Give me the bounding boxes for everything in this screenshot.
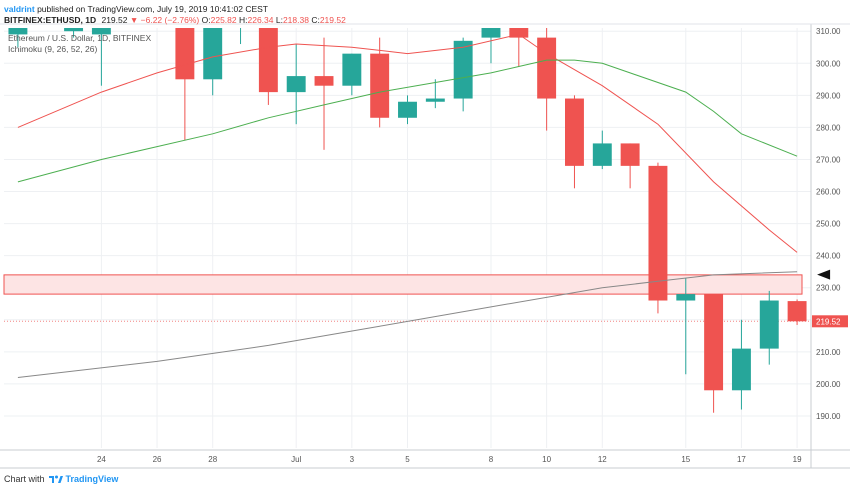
pointer-arrow-icon [817, 269, 831, 280]
candle-down [175, 28, 195, 80]
candle-down [258, 28, 278, 93]
close-value: 219.52 [319, 15, 346, 25]
chart-footer: Chart with TradingView [4, 474, 118, 484]
y-tick-label: 210.00 [816, 348, 841, 357]
candle-up [8, 28, 28, 35]
y-tick-label: 260.00 [816, 188, 841, 197]
x-tick-label: 5 [405, 455, 410, 464]
x-tick-label: 10 [542, 455, 551, 464]
candle-down [648, 165, 668, 301]
indicator-title[interactable]: Ichimoku (9, 26, 52, 26) [8, 44, 98, 54]
candle-down [565, 98, 584, 166]
candle-up [203, 28, 223, 80]
open-value: 225.82 [210, 15, 237, 25]
candle-down [537, 37, 557, 99]
candle-down [370, 53, 390, 118]
open-label: O: [201, 15, 211, 25]
candle-down [509, 28, 529, 38]
low-label: L: [275, 15, 283, 25]
candle-down [620, 143, 640, 166]
candle-up [453, 40, 473, 99]
price-change: −6.22 (−2.76%) [140, 15, 200, 25]
x-tick-label: 8 [489, 455, 494, 464]
y-tick-label: 250.00 [816, 220, 841, 229]
pane-title: Ethereum / U.S. Dollar, 1D, BITFINEX [8, 33, 152, 43]
x-tick-label: Jul [291, 455, 301, 464]
y-tick-label: 200.00 [816, 380, 841, 389]
x-tick-label: 28 [208, 455, 217, 464]
y-tick-label: 280.00 [816, 123, 841, 132]
candles [8, 25, 807, 413]
y-tick-label: 190.00 [816, 412, 841, 421]
footer-prefix: Chart with [4, 474, 45, 484]
close-label: C: [311, 15, 320, 25]
high-value: 226.34 [247, 15, 274, 25]
x-tick-label: 12 [598, 455, 607, 464]
symbol-bar: BITFINEX:ETHUSD, 1D 219.52 ▼ −6.22 (−2.7… [4, 15, 346, 25]
x-tick-label: 26 [153, 455, 162, 464]
y-tick-label: 300.00 [816, 59, 841, 68]
y-tick-label: 230.00 [816, 284, 841, 293]
candle-up [592, 143, 612, 166]
x-tick-label: 15 [681, 455, 690, 464]
last-price-label: 219.52 [816, 317, 841, 326]
x-tick-label: 3 [350, 455, 355, 464]
publish-info: published on TradingView.com, July 19, 2… [37, 4, 268, 14]
footer-brand[interactable]: TradingView [65, 474, 119, 484]
change-arrow-icon: ▼ [129, 15, 139, 25]
candle-up [64, 28, 84, 32]
candle-down [314, 76, 334, 86]
candle-up [759, 300, 779, 349]
y-tick-label: 290.00 [816, 91, 841, 100]
tradingview-logo-icon [48, 475, 63, 483]
candle-up [342, 53, 362, 86]
symbol-name: BITFINEX:ETHUSD, 1D [4, 15, 97, 25]
series-base-line [17, 59, 798, 183]
support-zone [3, 274, 803, 295]
candle-down [704, 294, 724, 391]
x-tick-label: 24 [97, 455, 106, 464]
candle-up [425, 98, 445, 102]
x-tick-label: 17 [737, 455, 746, 464]
high-label: H: [238, 15, 248, 25]
candle-up [481, 28, 501, 38]
y-tick-label: 310.00 [816, 27, 841, 36]
series-lagging-span [17, 271, 798, 378]
y-tick-label: 270.00 [816, 155, 841, 164]
last-price: 219.52 [101, 15, 128, 25]
candle-up [91, 28, 111, 35]
candle-up [676, 294, 696, 301]
author-username[interactable]: valdrint [4, 4, 35, 14]
x-tick-label: 19 [793, 455, 802, 464]
publish-header: valdrint published on TradingView.com, J… [4, 4, 268, 14]
candle-down [787, 301, 807, 322]
candle-up [286, 76, 306, 93]
series-conversion-line [17, 33, 798, 253]
candle-up [731, 348, 751, 391]
low-value: 218.38 [282, 15, 309, 25]
candle-up [398, 101, 417, 118]
y-tick-label: 240.00 [816, 252, 841, 261]
last-price-badge [812, 315, 848, 328]
candle-up [231, 25, 250, 28]
